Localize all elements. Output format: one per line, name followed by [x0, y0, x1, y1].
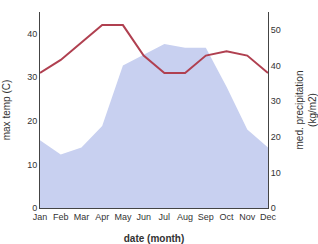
svg-text:Dec: Dec [260, 212, 277, 222]
svg-text:20: 20 [27, 116, 37, 126]
svg-text:0: 0 [271, 203, 276, 213]
svg-text:Jul: Jul [159, 212, 171, 222]
svg-text:Aug: Aug [177, 212, 193, 222]
svg-text:Sep: Sep [198, 212, 214, 222]
svg-text:30: 30 [271, 96, 281, 106]
svg-text:Jan: Jan [33, 212, 48, 222]
svg-text:max temp (C): max temp (C) [1, 80, 12, 141]
svg-text:Feb: Feb [53, 212, 69, 222]
svg-text:May: May [114, 212, 132, 222]
svg-text:Oct: Oct [220, 212, 235, 222]
svg-text:50: 50 [271, 25, 281, 35]
svg-text:Jun: Jun [136, 212, 151, 222]
svg-text:Nov: Nov [239, 212, 256, 222]
svg-text:0: 0 [32, 203, 37, 213]
svg-text:40: 40 [271, 61, 281, 71]
svg-text:Mar: Mar [74, 212, 90, 222]
svg-text:10: 10 [271, 168, 281, 178]
svg-text:10: 10 [27, 160, 37, 170]
svg-text:30: 30 [27, 72, 37, 82]
svg-text:40: 40 [27, 29, 37, 39]
svg-text:date (month): date (month) [124, 233, 185, 244]
svg-text:med. precipitation(kg/m2): med. precipitation(kg/m2) [294, 71, 318, 150]
svg-text:20: 20 [271, 132, 281, 142]
svg-text:Apr: Apr [95, 212, 109, 222]
